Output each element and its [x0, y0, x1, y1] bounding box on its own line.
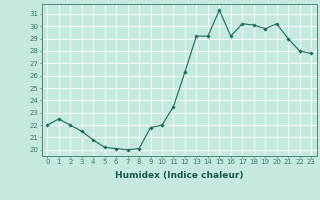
X-axis label: Humidex (Indice chaleur): Humidex (Indice chaleur): [115, 171, 244, 180]
